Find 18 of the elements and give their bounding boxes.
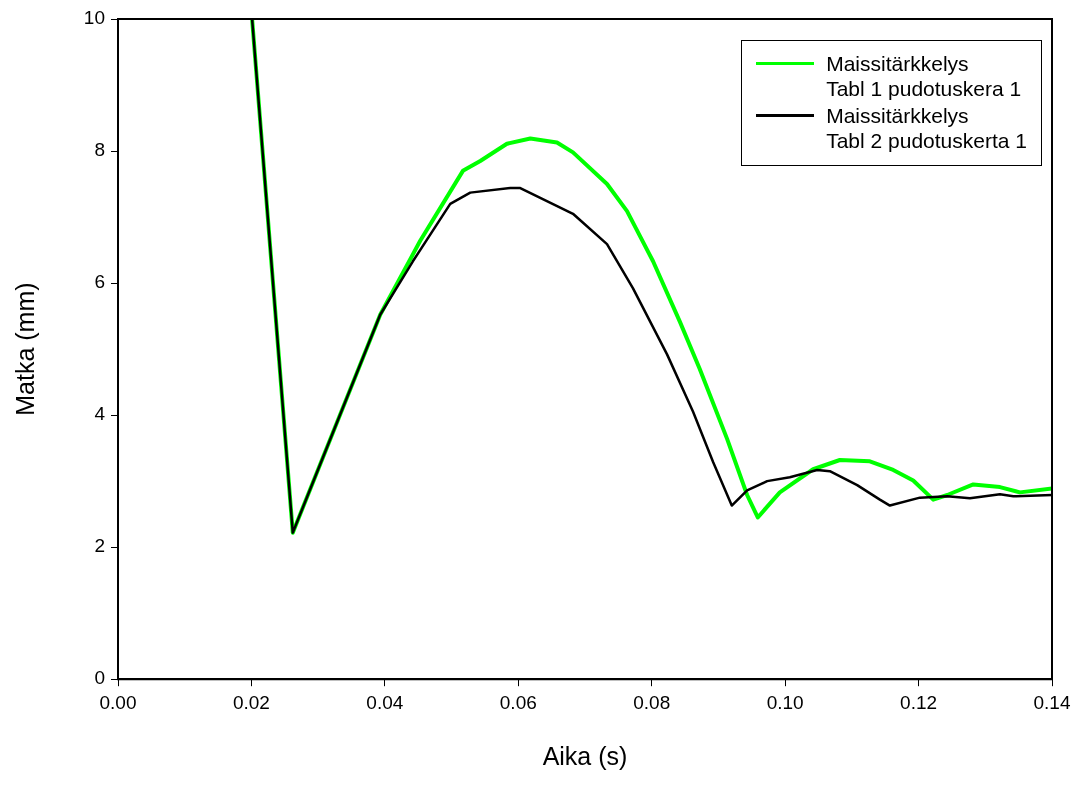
legend-label: Maissitärkkelys Tabl 1 pudotuskera 1 [826, 51, 1022, 101]
y-tick-label: 0 [94, 667, 105, 689]
x-tick-label: 0.08 [633, 691, 671, 713]
y-axis-title: Matka (mm) [10, 282, 39, 416]
y-tick-label: 10 [83, 7, 105, 29]
y-tick-label: 2 [94, 535, 105, 557]
legend-label: Maissitärkkelys Tabl 2 pudotuskerta 1 [826, 103, 1027, 153]
x-tick-label: 0.02 [232, 691, 270, 713]
x-tick-label: 0.06 [499, 691, 537, 713]
x-tick-label: 0.00 [99, 691, 137, 713]
y-tick-label: 8 [94, 139, 105, 161]
x-tick-label: 0.04 [366, 691, 404, 713]
x-axis-title: Aika (s) [542, 741, 628, 770]
x-tick-label: 0.10 [766, 691, 804, 713]
y-tick-label: 6 [94, 271, 105, 293]
y-tick-label: 4 [94, 403, 106, 425]
x-tick-label: 0.12 [900, 691, 938, 713]
x-tick-label: 0.14 [1033, 691, 1071, 713]
